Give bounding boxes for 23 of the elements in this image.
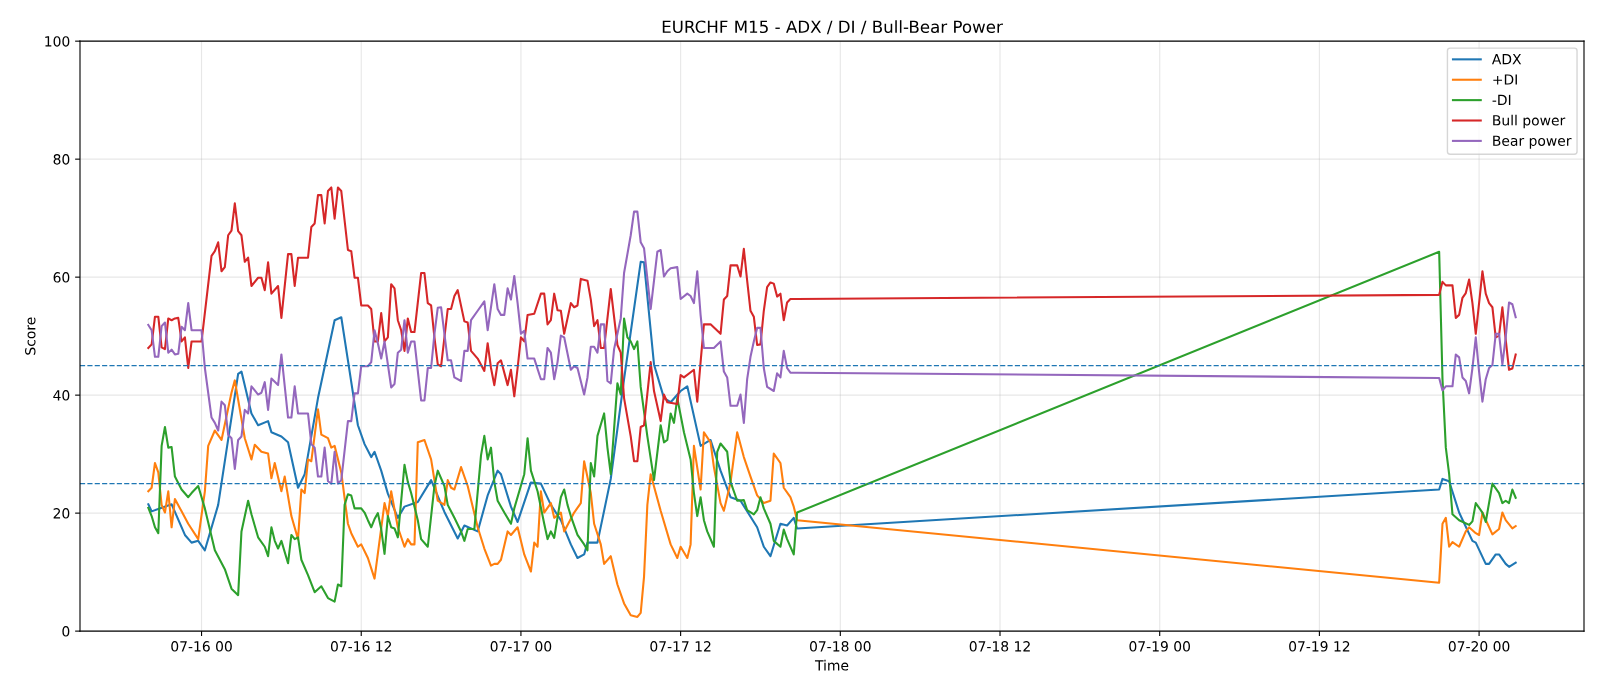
x-axis-title: Time — [814, 659, 849, 671]
x-tick-label: 07-20 00 — [1448, 641, 1510, 652]
x-tick-label: 07-17 00 — [490, 641, 552, 652]
legend-label: -DI — [1492, 94, 1511, 105]
legend-label: Bear power — [1493, 135, 1572, 149]
y-tick-label: 20 — [53, 508, 70, 519]
x-tick-label: 07-19 12 — [1289, 641, 1350, 652]
chart-title: EURCHF M15 - ADX / DI / Bull-Bear Power — [662, 20, 1003, 35]
y-tick-label: 60 — [53, 272, 70, 283]
x-tick-label: 07-18 00 — [810, 641, 871, 652]
y-tick-label: 80 — [53, 154, 70, 165]
y-tick-label: 40 — [53, 390, 70, 401]
y-axis-title: Score — [25, 317, 36, 355]
y-tick-label: 100 — [45, 36, 70, 47]
legend-label: ADX — [1491, 54, 1522, 65]
legend-label: Bull power — [1493, 114, 1566, 129]
y-tick-label: 0 — [62, 626, 70, 637]
x-tick-label: 07-18 12 — [969, 641, 1030, 652]
x-tick-label: 07-16 12 — [330, 641, 392, 652]
x-tick-label: 07-19 00 — [1129, 641, 1190, 652]
x-tick-label: 07-16 00 — [171, 641, 232, 652]
x-tick-label: 07-17 12 — [650, 641, 711, 652]
legend-label: +DI — [1493, 74, 1517, 85]
